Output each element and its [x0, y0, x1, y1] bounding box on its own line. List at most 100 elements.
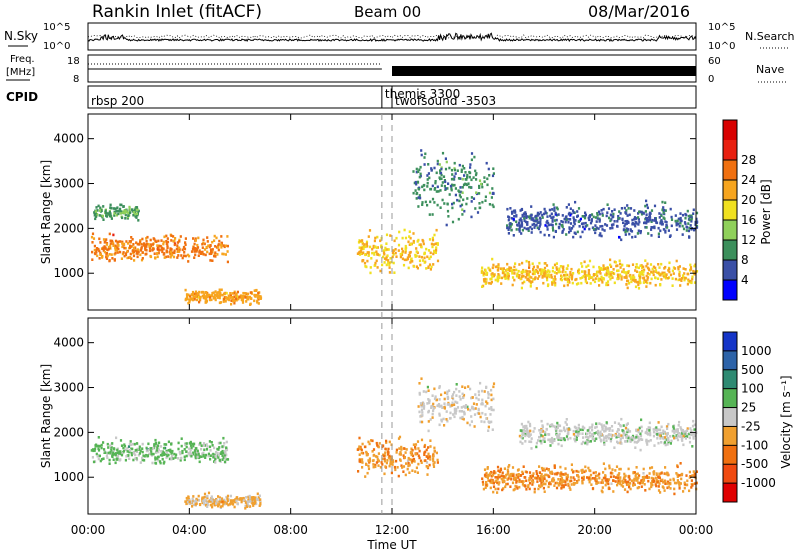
heatmap-cell — [572, 429, 575, 433]
heatmap-cell — [228, 503, 231, 506]
heatmap-cell — [479, 415, 482, 419]
heatmap-cell — [427, 389, 430, 392]
heatmap-cell — [175, 247, 178, 251]
heatmap-cell — [509, 225, 512, 228]
heatmap-cell — [561, 479, 564, 482]
heatmap-cell — [590, 426, 594, 429]
heatmap-cell — [646, 428, 649, 431]
heatmap-cell — [558, 267, 561, 271]
heatmap-cell — [537, 227, 541, 231]
heatmap-cell — [431, 236, 434, 240]
heatmap-cell — [119, 458, 122, 461]
heatmap-cell — [221, 504, 224, 508]
heatmap-cell — [93, 248, 96, 252]
heatmap-cell — [584, 225, 587, 228]
heatmap-cell — [207, 452, 210, 456]
heatmap-cell — [629, 228, 632, 231]
heatmap-cell — [678, 270, 681, 274]
heatmap-cell — [525, 470, 528, 474]
heatmap-cell — [457, 177, 461, 180]
heatmap-cell — [680, 219, 683, 223]
heatmap-cell — [361, 239, 364, 242]
heatmap-cell — [453, 415, 456, 419]
heatmap-cell — [237, 297, 240, 301]
heatmap-cell — [629, 482, 632, 485]
heatmap-cell — [149, 238, 152, 242]
heatmap-cell — [610, 271, 613, 274]
heatmap-cell — [485, 278, 488, 281]
heatmap-cell — [126, 242, 130, 245]
cpid-segment-label: themis 3300 — [385, 87, 460, 101]
heatmap-cell — [196, 498, 199, 502]
heatmap-cell — [456, 169, 459, 172]
heatmap-cell — [159, 453, 163, 457]
heatmap-cell — [555, 266, 558, 269]
heatmap-cell — [478, 202, 481, 205]
heatmap-cell — [421, 201, 424, 204]
heatmap-cell — [528, 487, 531, 491]
heatmap-cell — [461, 186, 464, 189]
heatmap-cell — [250, 501, 253, 504]
heatmap-cell — [433, 461, 436, 464]
heatmap-cell — [444, 180, 447, 184]
heatmap-cell — [692, 419, 695, 423]
heatmap-cell — [208, 445, 212, 449]
heatmap-cell — [249, 498, 252, 501]
heatmap-cell — [685, 225, 688, 229]
heatmap-cell — [439, 189, 442, 192]
heatmap-cell — [410, 453, 413, 457]
heatmap-cell — [124, 252, 127, 255]
heatmap-cell — [678, 474, 681, 477]
heatmap-cell — [496, 277, 499, 280]
heatmap-cell — [577, 220, 580, 223]
heatmap-cell — [567, 221, 570, 224]
y-tick-label: 2000 — [53, 425, 84, 439]
heatmap-cell — [647, 218, 650, 222]
heatmap-cell — [498, 481, 501, 484]
heatmap-cell — [492, 172, 495, 175]
heatmap-cell — [206, 503, 209, 506]
colorbar-tick-label: 25 — [741, 401, 756, 415]
heatmap-cell — [539, 223, 542, 226]
heatmap-cell — [512, 234, 515, 237]
heatmap-cell — [436, 461, 439, 464]
heatmap-cell — [449, 405, 452, 408]
heatmap-cell — [548, 223, 551, 227]
heatmap-cell — [622, 480, 626, 484]
heatmap-cell — [494, 487, 497, 491]
heatmap-cell — [642, 270, 645, 273]
heatmap-cell — [507, 277, 510, 281]
heatmap-cell — [553, 209, 556, 212]
heatmap-cell — [682, 430, 685, 434]
heatmap-cell — [448, 193, 451, 196]
heatmap-cell — [601, 425, 604, 428]
heatmap-cell — [420, 408, 424, 412]
heatmap-cell — [496, 481, 499, 485]
heatmap-cell — [427, 398, 430, 401]
heatmap-cell — [540, 419, 543, 423]
heatmap-cell — [179, 452, 182, 456]
heatmap-cell — [143, 454, 146, 458]
heatmap-cell — [165, 240, 168, 243]
heatmap-cell — [362, 251, 365, 254]
heatmap-cell — [547, 273, 550, 276]
heatmap-cell — [555, 272, 558, 275]
heatmap-cell — [161, 454, 164, 457]
heatmap-cell — [649, 281, 652, 285]
heatmap-cell — [466, 421, 469, 425]
heatmap-cell — [128, 240, 131, 243]
heatmap-cell — [411, 260, 414, 263]
heatmap-cell — [165, 234, 168, 238]
heatmap-cell — [554, 211, 557, 215]
heatmap-cell — [226, 497, 229, 500]
heatmap-cell — [634, 446, 637, 449]
heatmap-cell — [232, 299, 235, 303]
heatmap-cell — [542, 486, 545, 490]
heatmap-cell — [560, 487, 563, 490]
heatmap-cell — [577, 430, 580, 434]
heatmap-cell — [659, 229, 662, 233]
heatmap-cell — [650, 476, 653, 480]
heatmap-cell — [91, 241, 94, 244]
heatmap-cell — [644, 204, 647, 208]
heatmap-cell — [491, 192, 494, 195]
